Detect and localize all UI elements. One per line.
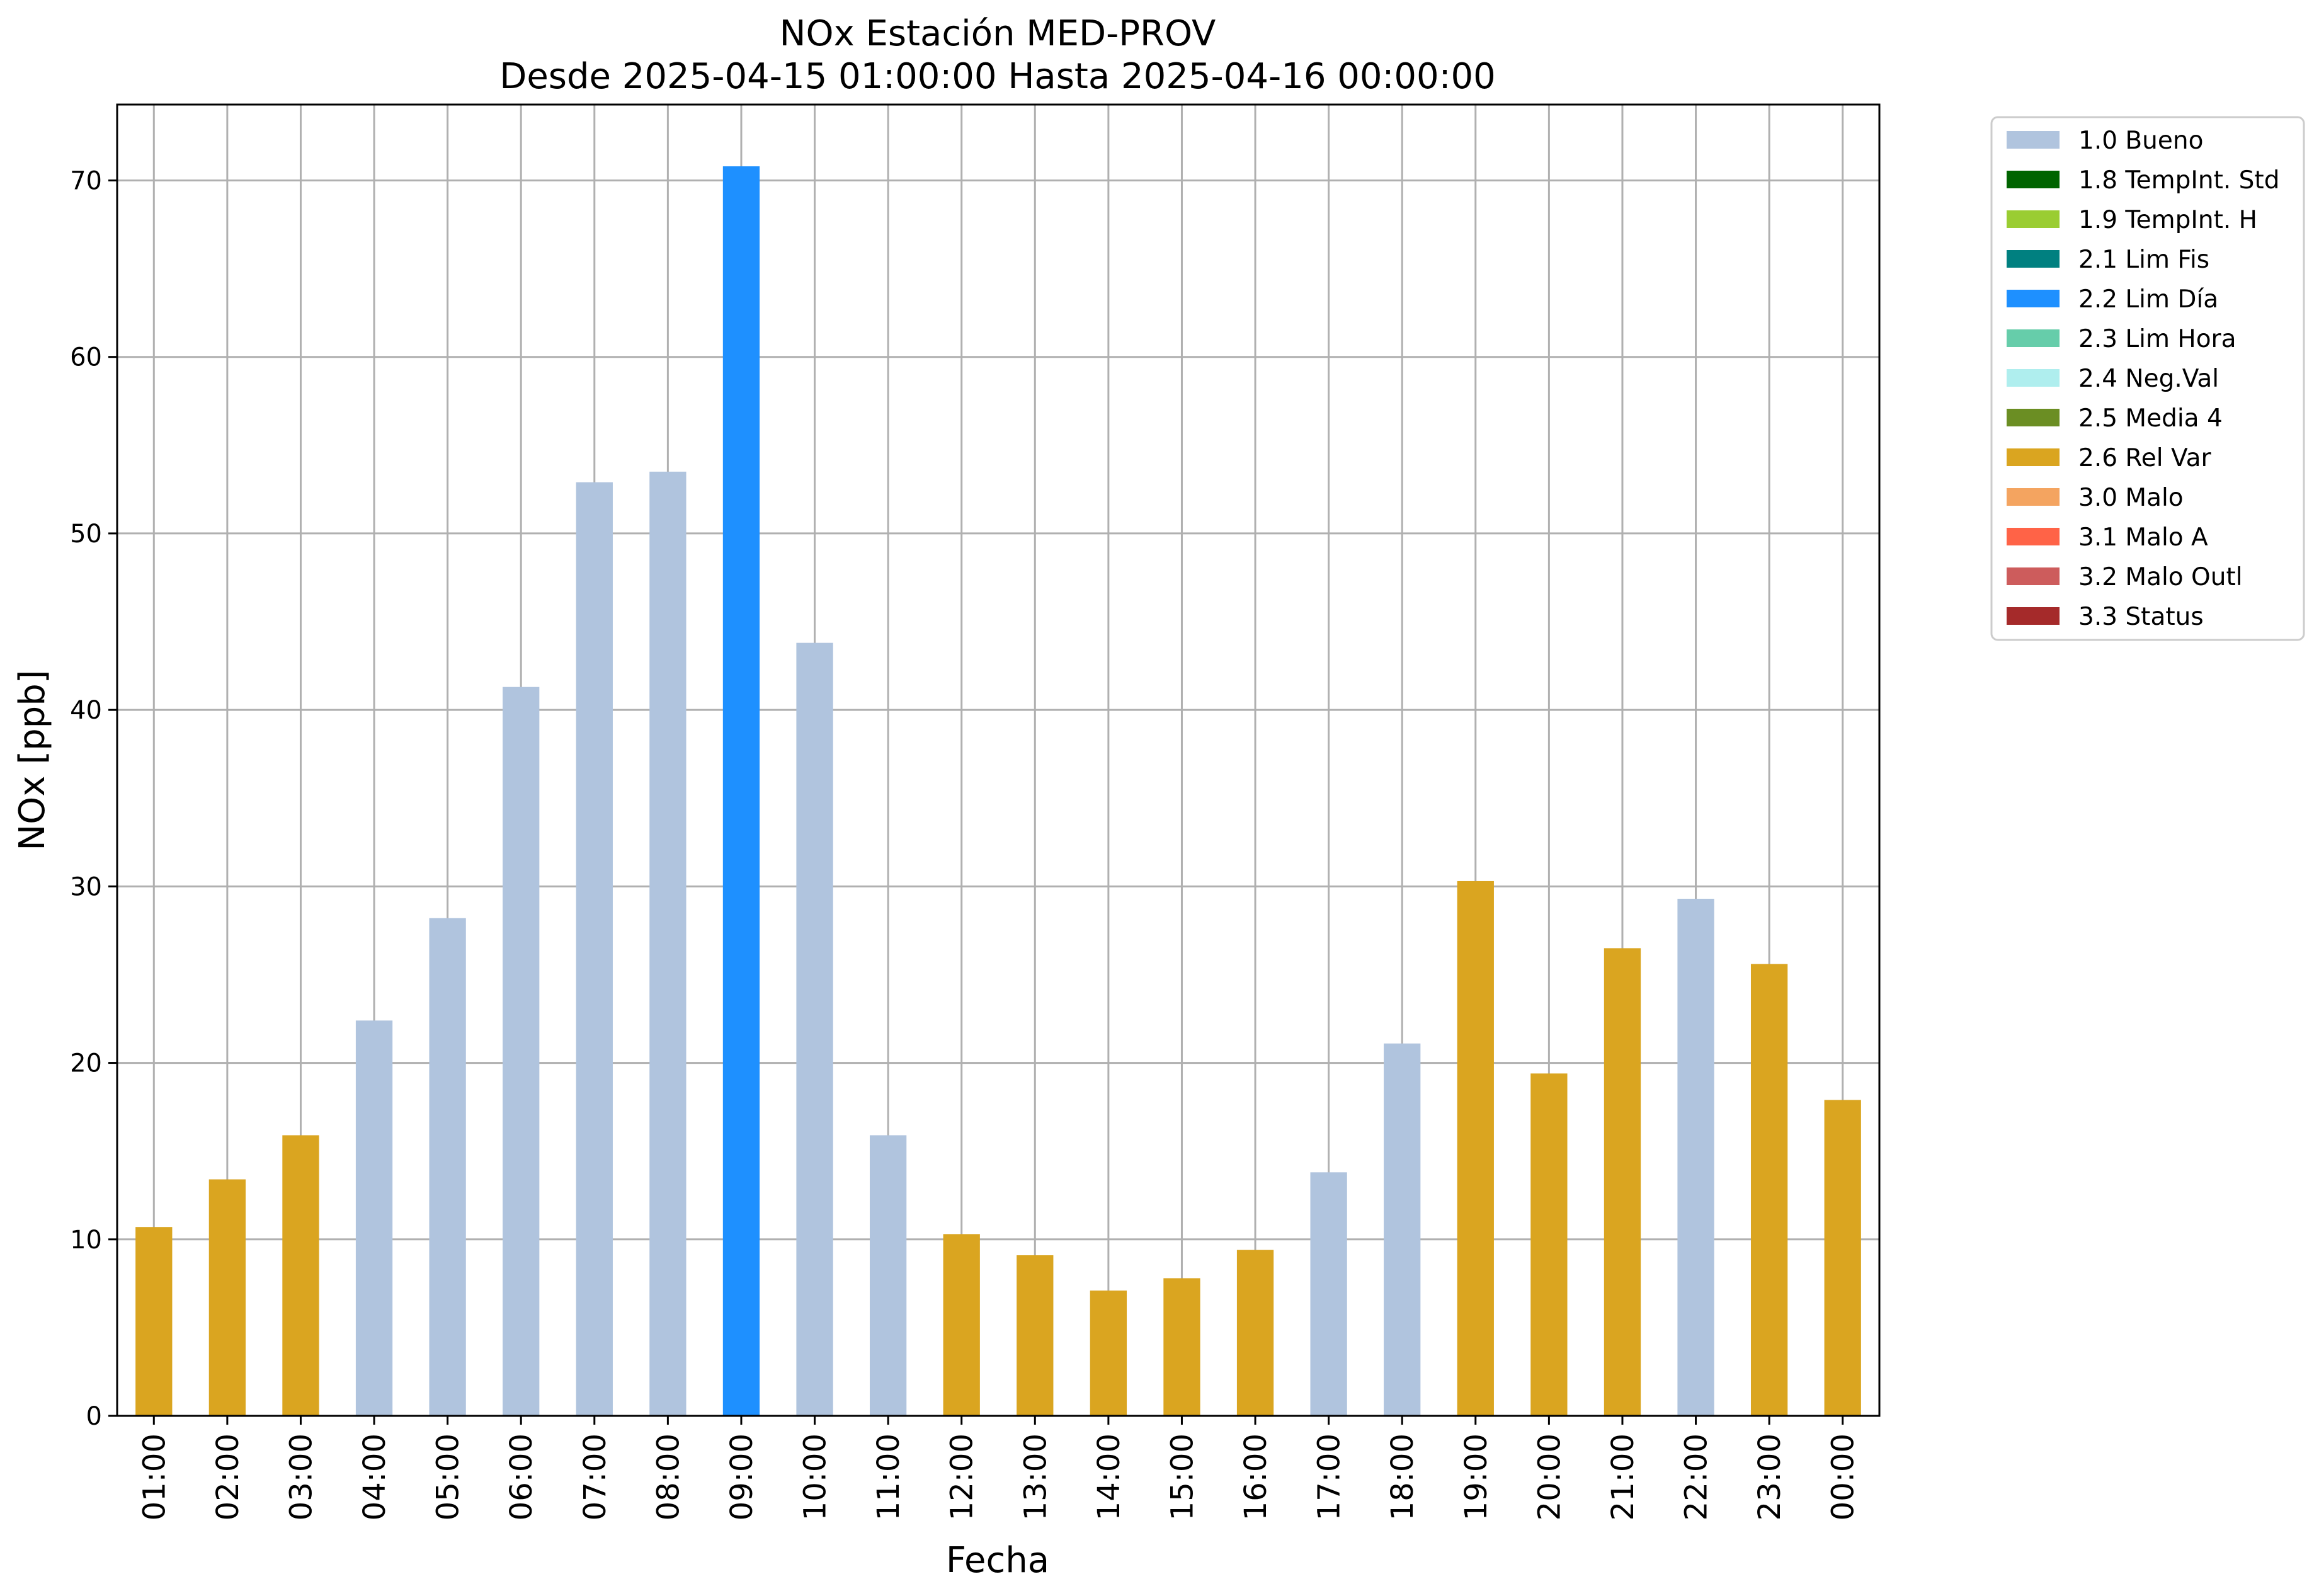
x-tick-label: 14:00 [1091,1434,1127,1520]
bars-group [135,166,1861,1416]
legend-label: 1.9 TempInt. H [2078,206,2257,234]
legend-swatch [2007,567,2060,585]
legend-label: 2.4 Neg.Val [2078,365,2219,393]
y-axis-label: NOx [ppb] [12,670,53,850]
legend-frame [1990,116,2305,641]
legend-label: 2.6 Rel Var [2078,444,2212,472]
x-tick-label: 05:00 [431,1434,466,1520]
x-tick-label: 11:00 [871,1434,906,1520]
bar-1500 [1163,1278,1200,1416]
bar-1000 [796,642,833,1416]
bar-0200 [208,1179,246,1416]
legend-swatch [2007,448,2060,466]
legend-swatch [2007,290,2060,307]
x-tick-label: 00:00 [1826,1434,1861,1520]
bar-0400 [355,1020,393,1416]
legend-swatch [2007,488,2060,506]
legend-label: 1.0 Bueno [2078,127,2203,155]
x-tick-label: 20:00 [1532,1434,1567,1520]
y-tick-label: 30 [70,872,102,901]
y-tick-label: 40 [70,696,102,725]
x-tick-label: 01:00 [137,1434,172,1520]
bar-0100 [135,1227,173,1416]
legend-swatch [2007,171,2060,188]
x-tick-label: 21:00 [1605,1434,1641,1520]
bar-0700 [576,482,613,1416]
legend-swatch [2007,250,2060,268]
chart-title: NOx Estación MED-PROV [780,13,1216,54]
bar-2200 [1677,898,1714,1416]
plot-frame [116,103,1881,1417]
legend-swatch [2007,369,2060,387]
y-tick-label: 60 [70,343,102,372]
chart-subtitle: Desde 2025-04-15 01:00:00 Hasta 2025-04-… [499,56,1496,97]
y-tick-label: 70 [70,166,102,195]
y-tick-label: 0 [86,1402,102,1431]
bar-2300 [1750,964,1788,1416]
bar-0600 [503,687,540,1416]
legend-label: 2.5 Media 4 [2078,404,2223,433]
y-ticks: 0 10 20 30 40 50 60 70 [70,166,117,1431]
y-tick-label: 50 [70,520,102,549]
x-tick-label: 08:00 [651,1434,686,1520]
x-tick-label: 12:00 [945,1434,980,1520]
x-tick-label: 09:00 [724,1434,760,1520]
x-tick-label: 02:00 [210,1434,246,1520]
bar-1800 [1384,1043,1421,1416]
legend-label: 2.2 Lim Día [2078,285,2218,314]
bar-1300 [1017,1255,1054,1416]
x-tick-label: 03:00 [283,1434,319,1520]
bar-1400 [1090,1291,1127,1416]
x-tick-label: 22:00 [1679,1434,1714,1520]
y-tick-label: 20 [70,1049,102,1078]
x-tick-label: 19:00 [1459,1434,1494,1520]
legend-swatch [2007,607,2060,625]
x-tick-label: 10:00 [798,1434,833,1520]
bar-1600 [1236,1250,1274,1416]
legend-swatch [2007,210,2060,228]
legend-label: 2.3 Lim Hora [2078,325,2236,353]
bar-1900 [1457,881,1494,1416]
x-tick-label: 06:00 [504,1434,539,1520]
legend-label: 3.1 Malo A [2078,523,2208,552]
bar-0300 [282,1135,319,1416]
legend-label: 3.0 Malo [2078,484,2184,512]
x-tick-label: 15:00 [1165,1434,1200,1520]
bar-2000 [1530,1073,1568,1416]
x-tick-label: 13:00 [1018,1434,1053,1520]
legend-swatch [2007,528,2060,545]
bar-0900 [722,166,760,1416]
x-tick-label: 07:00 [578,1434,613,1520]
bar-1700 [1310,1172,1347,1416]
x-tick-label: 18:00 [1385,1434,1420,1520]
bar-1100 [869,1135,907,1416]
legend-label: 1.8 TempInt. Std [2078,166,2279,195]
bar-0800 [649,471,687,1416]
bar-0500 [429,918,466,1416]
bar-0000 [1824,1100,1861,1416]
legend-label: 2.1 Lim Fis [2078,246,2209,274]
bar-2100 [1604,948,1641,1416]
legend-label: 3.2 Malo Outl [2078,563,2243,591]
legend-swatch [2007,409,2060,426]
x-tick-label: 04:00 [357,1434,392,1520]
legend-swatch [2007,131,2060,149]
x-tick-label: 16:00 [1238,1434,1273,1520]
y-tick-label: 10 [70,1226,102,1255]
legend: 1.0 Bueno 1.8 TempInt. Std 1.9 TempInt. H 2… [1990,116,2305,641]
x-axis-label: Fecha [946,1540,1049,1581]
bar-1200 [943,1234,980,1416]
x-tick-label: 23:00 [1752,1434,1787,1520]
x-tick-label: 17:00 [1312,1434,1347,1520]
legend-label: 3.3 Status [2078,603,2204,631]
x-ticks: 01:00 02:00 03:00 04:00 05:00 06:00 07:00 08:00… [137,1416,1861,1520]
legend-swatch [2007,329,2060,347]
